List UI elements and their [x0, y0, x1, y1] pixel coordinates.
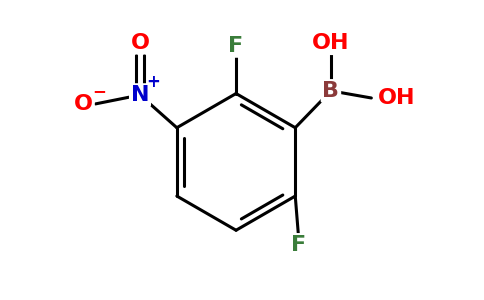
Text: F: F — [291, 235, 306, 255]
Text: OH: OH — [312, 33, 349, 53]
Text: B: B — [322, 81, 339, 101]
Text: F: F — [228, 36, 243, 56]
Text: OH: OH — [378, 88, 415, 108]
Text: −: − — [92, 82, 106, 100]
Text: O: O — [74, 94, 93, 114]
Text: O: O — [131, 33, 150, 53]
Text: N: N — [131, 85, 149, 105]
Text: +: + — [146, 73, 160, 91]
